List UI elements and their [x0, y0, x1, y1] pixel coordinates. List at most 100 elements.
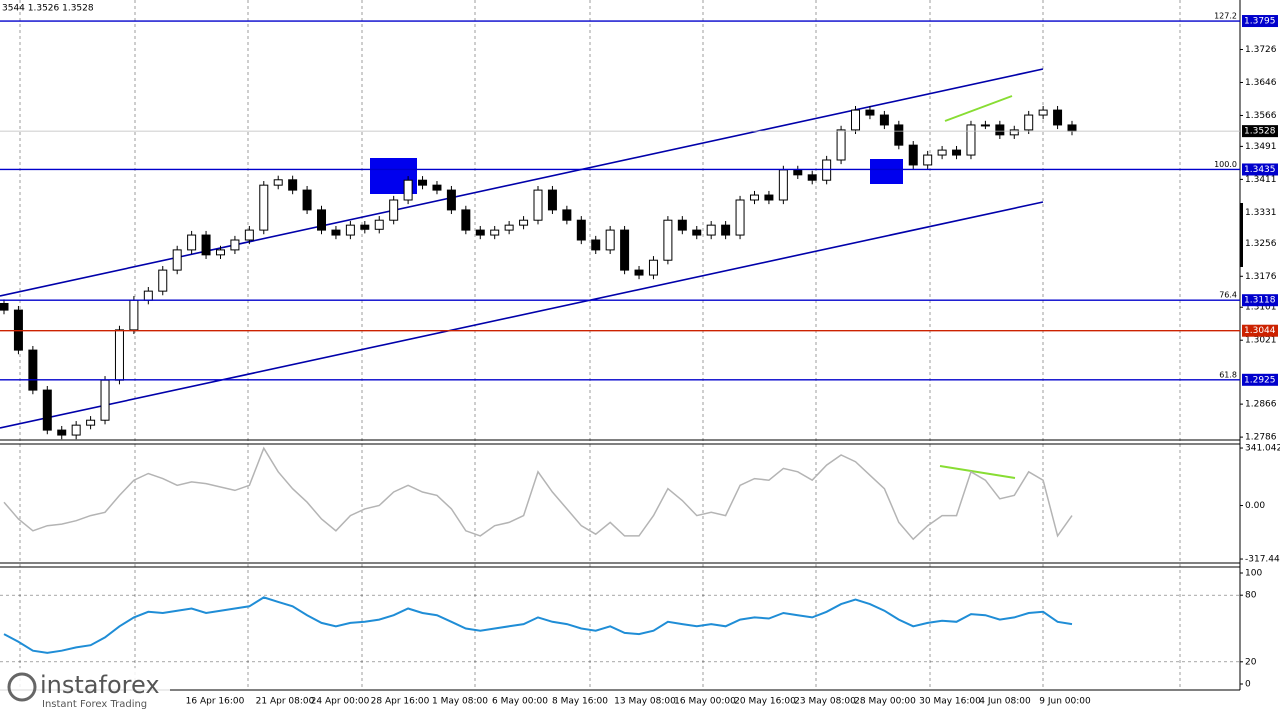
candle-body	[345, 224, 355, 236]
time-label: 9 Jun 00:00	[1039, 697, 1091, 707]
y-tick-label: 0	[1245, 680, 1251, 690]
candle-body	[302, 189, 312, 211]
candle-body	[865, 109, 875, 116]
y-tick-label: 1.2866	[1245, 400, 1277, 410]
candle-body	[418, 179, 428, 186]
price-box-label: 1.3118	[1244, 296, 1276, 306]
candle-body	[807, 174, 817, 181]
candle-body	[57, 429, 67, 436]
candle-body	[634, 269, 644, 276]
candle-body	[894, 124, 904, 146]
candle-body	[995, 124, 1005, 136]
time-label: 23 May 08:00	[794, 697, 856, 707]
candle-body	[273, 179, 283, 186]
candle-body	[778, 169, 788, 201]
candle-body	[562, 209, 572, 221]
candle-body	[749, 194, 759, 201]
time-label: 4 Jun 08:00	[979, 697, 1031, 707]
price-box	[1242, 294, 1278, 307]
candle-body	[663, 219, 673, 261]
candle-body	[360, 224, 370, 230]
volume-bar	[1240, 203, 1243, 267]
price-box-label: 1.3795	[1244, 17, 1276, 27]
time-grid	[19, 0, 1181, 690]
candle-body	[591, 239, 601, 251]
time-label: 21 Apr 08:00	[256, 697, 315, 707]
candle-body	[1067, 124, 1077, 132]
candle-body	[143, 290, 153, 301]
y-tick-label: 80	[1245, 591, 1257, 601]
candle-body	[389, 199, 399, 221]
candle-body	[533, 189, 543, 221]
y-tick-label: 1.3021	[1245, 336, 1277, 346]
price-box-label: 1.3044	[1244, 326, 1276, 336]
y-tick-label: 0.00	[1245, 501, 1265, 511]
y-tick-label: 100	[1245, 568, 1262, 578]
candle-body	[721, 224, 731, 236]
price-box	[1242, 324, 1278, 337]
candle-body	[187, 234, 197, 251]
time-label: 28 May 00:00	[854, 697, 916, 707]
time-label: 16 May 00:00	[674, 697, 736, 707]
candle-body	[692, 229, 702, 236]
indicator-line	[3, 596, 1073, 654]
candle-body	[519, 219, 529, 226]
price-box	[1242, 163, 1278, 176]
candle-body	[677, 219, 687, 231]
candle-body	[547, 189, 557, 211]
candle-body	[605, 229, 615, 251]
indicator-line	[3, 446, 1073, 541]
y-tick-label: 1.3726	[1245, 45, 1277, 55]
candle-body	[244, 229, 254, 241]
candle-body	[620, 229, 630, 271]
candle-body	[793, 169, 803, 176]
channel-lower	[0, 201, 1044, 429]
y-tick-label: 1.2786	[1245, 433, 1277, 443]
divergence-line	[939, 465, 1016, 479]
y-tick-label: 1.3646	[1245, 78, 1277, 88]
candle-body	[490, 229, 500, 236]
candle-body	[908, 144, 918, 166]
candle-body	[288, 179, 298, 191]
candle-body	[1024, 114, 1034, 131]
candle-body	[851, 109, 861, 131]
y-tick-label: 1.3101	[1245, 303, 1277, 313]
candle-body	[100, 379, 110, 421]
candle-body	[980, 124, 990, 127]
y-tick-label: 20	[1245, 657, 1257, 667]
candle-body	[923, 154, 933, 166]
candle-body	[879, 114, 889, 126]
logo-tagline: Instant Forex Trading	[42, 699, 147, 710]
candle-body	[706, 224, 716, 236]
candle-body	[1053, 109, 1063, 126]
time-label: 20 May 16:00	[734, 697, 796, 707]
price-box-label: 1.3435	[1244, 165, 1276, 175]
price-box	[1242, 15, 1278, 28]
candle-body	[71, 424, 81, 436]
candle-body	[259, 184, 269, 231]
candle-body	[461, 209, 471, 231]
candle-body	[576, 219, 586, 241]
candle-body	[952, 149, 962, 156]
y-tick-label: -317.444	[1245, 555, 1280, 565]
candle-body	[230, 239, 240, 251]
time-label: 13 May 08:00	[614, 697, 676, 707]
candle-body	[432, 184, 442, 191]
candle-body	[28, 349, 38, 391]
y-tick-label: 1.3331	[1245, 208, 1277, 218]
time-label: 16 Apr 16:00	[186, 697, 245, 707]
fib-label: 61.8	[1219, 370, 1237, 379]
candle-body	[1038, 109, 1048, 116]
candle-body	[331, 229, 341, 236]
candle-body	[836, 129, 846, 161]
time-label: 24 Apr 00:00	[311, 697, 370, 707]
fib-label: 76.4	[1219, 291, 1237, 300]
candle-body	[215, 249, 225, 256]
candle-body	[374, 219, 384, 230]
time-label: 6 May 00:00	[492, 697, 548, 707]
candle-body	[172, 249, 182, 271]
zone-box	[870, 159, 903, 184]
logo: instaforex Instant Forex Trading	[0, 668, 170, 711]
candle-body	[504, 224, 514, 231]
